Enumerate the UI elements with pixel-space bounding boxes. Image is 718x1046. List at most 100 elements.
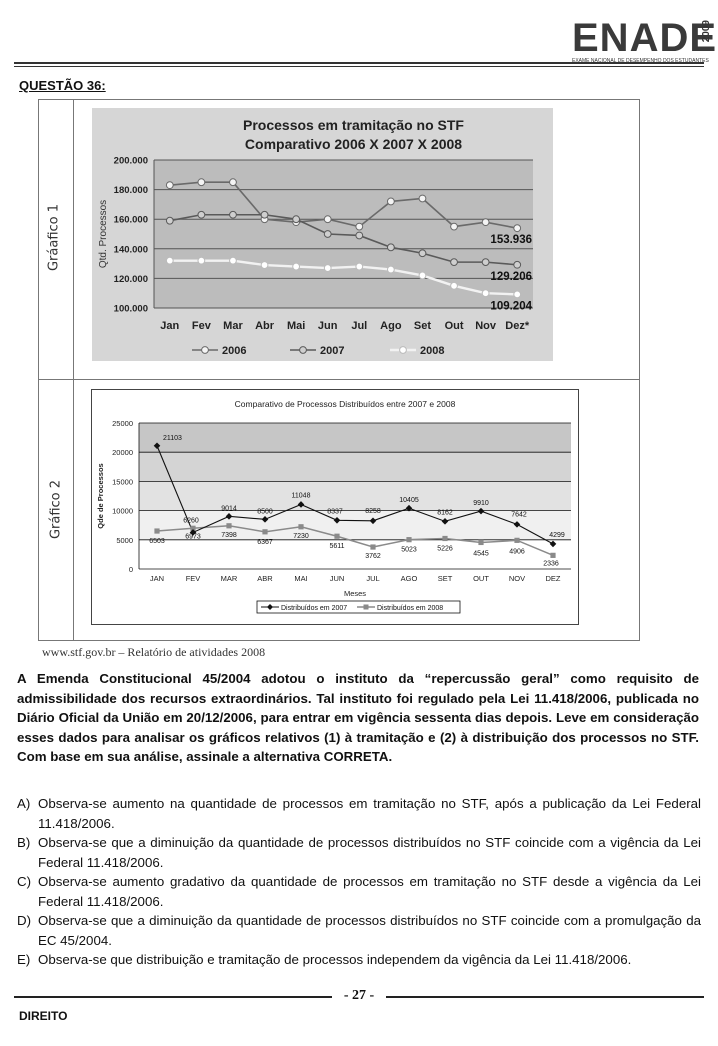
data-point-2007 — [481, 258, 490, 267]
data-point-2006 — [229, 178, 237, 187]
data-point-2006 — [418, 194, 427, 203]
data-point-2007 — [297, 501, 305, 508]
figure-source: www.stf.gov.br – Relatório de atividades… — [42, 645, 266, 659]
legend-label: Distribuídos em 2007 — [281, 605, 347, 612]
data-point-2008 — [197, 256, 206, 265]
series-line-2006 — [169, 181, 518, 229]
x-tick-label: Jul — [351, 320, 367, 332]
data-point-2008 — [190, 525, 196, 531]
series-line-2008 — [169, 259, 518, 296]
series-line-2007 — [156, 445, 554, 545]
legend-label: 2008 — [420, 345, 444, 357]
data-label-2007: 8500 — [257, 508, 273, 515]
y-tick-label: 25000 — [112, 419, 133, 428]
data-label-2007: 8337 — [327, 508, 343, 515]
data-point-2006 — [165, 181, 174, 190]
data-point-2006 — [386, 197, 395, 206]
data-label-2007: 11048 — [292, 492, 311, 499]
x-tick-label: Abr — [255, 320, 275, 332]
data-label-2007: 8258 — [365, 508, 381, 515]
data-point-2007 — [197, 210, 206, 219]
footer-rule-right — [386, 996, 704, 998]
x-tick-label: Nov — [475, 320, 497, 332]
x-axis-label: Meses — [344, 589, 366, 598]
data-point-2007 — [260, 210, 269, 219]
logo-word: ENADE — [572, 16, 718, 60]
data-point-2007 — [323, 230, 332, 238]
logo-subtitle: EXAME NACIONAL DE DESEMPENHO DOS ESTUDAN… — [572, 58, 709, 64]
footer-rule-left — [14, 996, 332, 998]
data-point-2007 — [261, 516, 269, 523]
data-point-2007 — [418, 249, 427, 258]
alternative-letter: E) — [17, 952, 31, 967]
x-tick-label: JUL — [366, 574, 379, 583]
data-label-2008: 6973 — [185, 533, 201, 540]
data-point-2007 — [189, 529, 197, 536]
chart-title: Processos em tramitação no STF — [243, 117, 464, 133]
alternative-text: Observa-se que a diminuição da quantidad… — [38, 835, 701, 870]
data-point-2006 — [197, 178, 206, 187]
header-rule-thick — [14, 62, 704, 64]
y-axis-label: Qde de Processos — [96, 463, 105, 528]
alternative-a[interactable]: A) Observa-se aumento na quantidade de pr… — [17, 794, 701, 833]
x-tick-label: Mar — [223, 320, 243, 332]
data-point-2007 — [549, 540, 557, 548]
data-point-2008 — [262, 529, 268, 535]
data-point-2007 — [441, 518, 449, 525]
question-label: QUESTÃO 36: — [19, 78, 106, 93]
data-point-2007 — [355, 231, 364, 240]
data-point-2008 — [165, 256, 174, 265]
x-tick-label: Fev — [192, 320, 212, 332]
alternative-b[interactable]: B) Observa-se que a diminuição da quantid… — [17, 833, 701, 872]
enade-logo: ENADE 2009 EXAME NACIONAL DE DESEMPENHO … — [566, 18, 716, 66]
logo-year: 2009 — [701, 20, 712, 43]
data-point-2007 — [229, 210, 237, 219]
x-tick-label: DEZ — [546, 574, 561, 583]
chart-processos-distribuidos: Comparativo de Processos Distribuídos en… — [91, 389, 579, 625]
x-tick-label: JAN — [150, 574, 164, 583]
data-point-2007 — [333, 517, 341, 524]
data-label-2007: 21103 — [163, 435, 182, 442]
data-point-2008 — [442, 535, 448, 542]
footer-area: DIREITO — [19, 1009, 68, 1023]
data-point-2008 — [298, 524, 304, 530]
y-tick-label: 20000 — [112, 448, 133, 457]
data-label-2008: 4906 — [509, 548, 525, 555]
y-tick-label: 140.000 — [114, 244, 148, 255]
data-point-2007 — [450, 258, 458, 267]
alternative-text: Observa-se aumento gradativo da quantida… — [38, 874, 701, 909]
data-point-2006 — [450, 222, 458, 231]
alternatives-list: A) Observa-se aumento na quantidade de pr… — [17, 794, 701, 970]
data-label-2007: 9014 — [221, 505, 237, 512]
side-label-chart-2: Gráfico 2 — [48, 479, 64, 540]
data-label: 129.206 — [490, 271, 532, 283]
x-tick-label: Jun — [318, 320, 338, 332]
side-label-chart-1: Gráafico 1 — [46, 203, 62, 272]
data-point-2008 — [154, 528, 160, 534]
data-point-2008 — [229, 256, 237, 265]
x-tick-label: Dez* — [505, 320, 530, 332]
data-point-2006 — [355, 222, 364, 231]
x-tick-label: FEV — [186, 574, 201, 583]
legend-marker — [399, 346, 407, 354]
plot-band — [139, 452, 571, 482]
data-point-2007 — [165, 216, 174, 225]
alternative-d[interactable]: D) Observa-se que a diminuição da quantid… — [17, 911, 701, 950]
chart-processos-tramitacao: Processos em tramitação no STF Comparativ… — [92, 108, 553, 361]
data-point-2008 — [370, 544, 376, 550]
alternative-e[interactable]: E) Observa-se que distribuição e tramitaç… — [17, 950, 701, 970]
data-label-2008: 7398 — [221, 532, 237, 539]
data-label: 109.204 — [490, 300, 532, 312]
data-label-2008: 3762 — [365, 553, 381, 560]
data-label-2008: 6367 — [257, 539, 273, 546]
data-label-2007: 4299 — [549, 532, 565, 539]
alternative-letter: D) — [17, 913, 32, 928]
series-line-2007 — [169, 213, 518, 266]
alternative-text: Observa-se que a diminuição da quantidad… — [38, 913, 701, 948]
alternative-c[interactable]: C) Observa-se aumento gradativo da quanti… — [17, 872, 701, 911]
x-tick-label: Mai — [287, 320, 305, 332]
header-rule-thin — [14, 66, 704, 67]
data-point-2006 — [481, 218, 490, 227]
y-tick-label: 120.000 — [114, 274, 148, 285]
legend-marker — [267, 604, 273, 610]
